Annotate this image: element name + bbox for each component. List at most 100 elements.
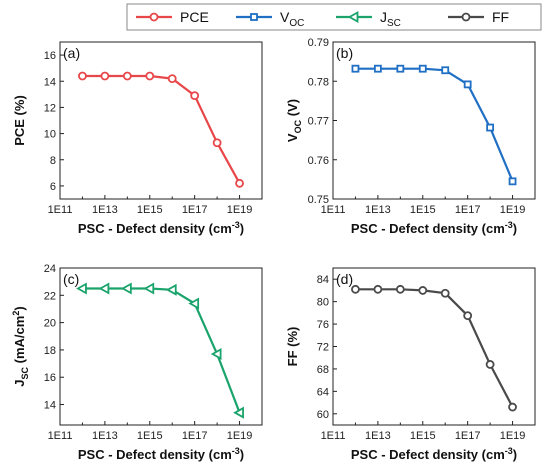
- x-tick-label: 1E19: [500, 430, 526, 442]
- data-point: [351, 64, 360, 73]
- data-point: [441, 66, 450, 75]
- data-point: [395, 284, 405, 294]
- legend-label: PCE: [180, 9, 209, 25]
- y-tick-label: 18: [44, 345, 56, 357]
- y-tick-label: 14: [44, 76, 56, 88]
- data-point: [145, 71, 155, 81]
- x-tick-label: 1E13: [365, 204, 391, 216]
- data-point: [190, 91, 200, 101]
- panel-c: 1E11 1E13 1E15 1E17 1E19 14 16 18 20 22 24 (c) PSC -…: [11, 263, 263, 462]
- y-tick-label: 0.77: [308, 116, 329, 128]
- legend-marker: [250, 13, 258, 21]
- x-tick-label: 1E15: [410, 204, 436, 216]
- legend-item-jsc: JSC: [336, 9, 401, 29]
- panel-a: 1E11 1E13 1E15 1E17 1E19 6 8 10 12 14 16 (a) PSC - D…: [12, 41, 263, 236]
- legend-marker: [347, 10, 359, 24]
- data-point: [508, 177, 517, 186]
- data-point: [210, 347, 222, 361]
- legend-label: FF: [492, 9, 509, 25]
- y-tick-label: 72: [317, 342, 329, 354]
- data-point: [373, 64, 382, 73]
- panel-b: 1E11 1E13 1E15 1E17 1E19 0.75 0.76 0.77 0.78 0.79…: [285, 37, 536, 236]
- legend-item-pce: PCE: [136, 9, 209, 25]
- data-point: [167, 74, 177, 84]
- legend-item-ff: FF: [448, 9, 509, 25]
- data-point: [76, 282, 87, 295]
- panel-label: (d): [336, 271, 353, 287]
- x-tick-label: 1E19: [500, 204, 526, 216]
- data-point: [188, 297, 200, 310]
- data-point: [418, 286, 428, 295]
- x-tick-label: 1E17: [455, 204, 481, 216]
- panel-label: (c): [63, 271, 79, 287]
- data-point: [122, 71, 132, 81]
- x-tick-label: 1E11: [48, 204, 73, 216]
- x-tick-label: 1E17: [182, 204, 208, 216]
- data-point: [463, 80, 472, 89]
- y-axis-title: VOC (V): [285, 99, 303, 142]
- x-axis-title: PSC - Defect density (cm-3): [351, 446, 517, 462]
- data-point: [98, 282, 110, 295]
- y-tick-label: 64: [317, 386, 329, 398]
- data-point: [463, 311, 473, 321]
- x-axis-title: PSC - Defect density (cm-3): [78, 446, 244, 462]
- y-tick-label: 0.75: [308, 194, 329, 206]
- panel-label: (b): [336, 45, 353, 61]
- y-tick-label: 14: [44, 400, 56, 412]
- panels: 1E11 1E13 1E15 1E17 1E19 68 10 12 14 16 (a) PSC - D…: [11, 37, 536, 462]
- y-tick-label: 84: [317, 274, 329, 286]
- x-tick-label: 1E11: [321, 430, 346, 442]
- y-axis-title: PCE (%): [12, 95, 27, 146]
- y-tick-label: 60: [317, 409, 329, 421]
- legend-item-voc: VOC: [236, 9, 304, 29]
- plot-frame: [59, 267, 263, 426]
- legend-marker: [149, 12, 159, 22]
- y-tick-label: 0.79: [308, 37, 329, 49]
- x-tick-label: 1E15: [137, 430, 163, 442]
- legend-label: VOC: [280, 9, 304, 29]
- data-point: [485, 360, 495, 369]
- y-axis-title: FF (%): [285, 327, 300, 367]
- x-axis-title: PSC - Defect density (cm-3): [351, 220, 517, 236]
- x-tick-label: 1E15: [137, 204, 163, 216]
- data-point: [351, 284, 360, 294]
- y-tick-label: 6: [50, 181, 56, 193]
- x-tick-label: 1E19: [227, 430, 253, 442]
- y-tick-label: 22: [44, 290, 56, 302]
- data-point: [143, 282, 155, 295]
- data-point: [212, 138, 222, 148]
- x-axis-title: PSC - Defect density (cm-3): [78, 220, 244, 236]
- y-tick-label: 0.78: [308, 76, 329, 88]
- x-tick-label: 1E17: [455, 430, 481, 442]
- y-axis-title: JSC (mA/cm2): [11, 306, 30, 386]
- x-tick-label: 1E13: [365, 430, 391, 442]
- y-tick-label: 76: [317, 319, 329, 331]
- panel-label: (a): [63, 45, 80, 61]
- legend: PCE VOC JSC FF: [126, 3, 542, 31]
- data-point: [233, 406, 244, 419]
- y-tick-label: 12: [44, 102, 56, 114]
- y-tick-label: 16: [44, 372, 56, 384]
- y-tick-label: 10: [44, 129, 56, 141]
- x-tick-label: 1E19: [227, 204, 253, 216]
- legend-marker: [461, 12, 471, 22]
- y-tick-label: 68: [317, 364, 329, 376]
- x-tick-label: 1E15: [410, 430, 436, 442]
- y-tick-label: 24: [44, 263, 56, 275]
- data-point: [78, 71, 87, 81]
- series-line-pce: [82, 74, 241, 184]
- x-tick-label: 1E11: [321, 204, 346, 216]
- data-point: [373, 284, 383, 294]
- data-point: [120, 282, 132, 295]
- data-point: [100, 71, 110, 81]
- data-point: [508, 402, 517, 412]
- data-point: [396, 64, 405, 73]
- data-point: [440, 288, 450, 298]
- y-tick-label: 20: [44, 318, 56, 330]
- series-line-ff: [355, 288, 514, 408]
- x-tick-label: 1E17: [182, 430, 208, 442]
- legend-label: JSC: [380, 9, 401, 29]
- panel-d: 1E11 1E13 1E15 1E17 1E19 60 64 68 72 76 80 84 (d) PSC…: [285, 267, 536, 462]
- y-tick-label: 0.76: [308, 155, 329, 167]
